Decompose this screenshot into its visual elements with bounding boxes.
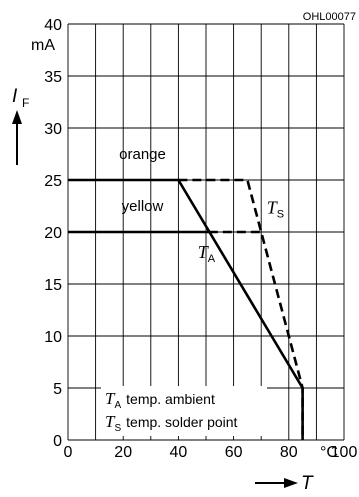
svg-text:F: F xyxy=(22,96,29,110)
annotation-label: yellow xyxy=(122,198,164,215)
y-tick-label: 15 xyxy=(44,277,62,294)
y-unit-label: mA xyxy=(31,37,55,54)
y-tick-label: 40 xyxy=(44,17,62,34)
series-line-2 xyxy=(178,178,304,440)
series-lines xyxy=(68,178,304,440)
x-tick-label: 80 xyxy=(280,444,298,461)
legend-entry: TA temp. ambient xyxy=(105,389,215,411)
y-tick-label: 20 xyxy=(44,225,62,242)
x-unit-label: °C xyxy=(320,444,338,461)
annotation-label: TS xyxy=(267,197,284,220)
legend-entry: TS temp. solder point xyxy=(105,412,238,434)
x-tick-label: 40 xyxy=(170,444,188,461)
y-tick-label: 0 xyxy=(53,433,62,450)
y-tick-label: 30 xyxy=(44,121,62,138)
annotation-label: orange xyxy=(119,146,166,163)
x-axis-arrow xyxy=(255,478,298,488)
x-axis-title: T xyxy=(301,473,314,494)
annotation-label: TA xyxy=(198,242,216,265)
x-tick-label: 20 xyxy=(114,444,132,461)
x-tick-label: 0 xyxy=(64,444,73,461)
x-tick-label: 100 xyxy=(331,444,358,461)
y-tick-label: 25 xyxy=(44,173,62,190)
y-axis-arrow xyxy=(12,110,22,165)
svg-text:I: I xyxy=(12,86,18,107)
y-tick-label: 10 xyxy=(44,329,62,346)
y-tick-label: 35 xyxy=(44,69,62,86)
doc-code: OHL00077 xyxy=(303,11,356,23)
y-axis-title: I F xyxy=(12,86,29,110)
x-tick-label: 60 xyxy=(225,444,243,461)
y-tick-label: 5 xyxy=(53,381,62,398)
tick-labels: 0 20 40 60 80 100 0 5 10 15 20 25 30 35 40 xyxy=(44,17,357,461)
legend-background xyxy=(101,386,267,436)
